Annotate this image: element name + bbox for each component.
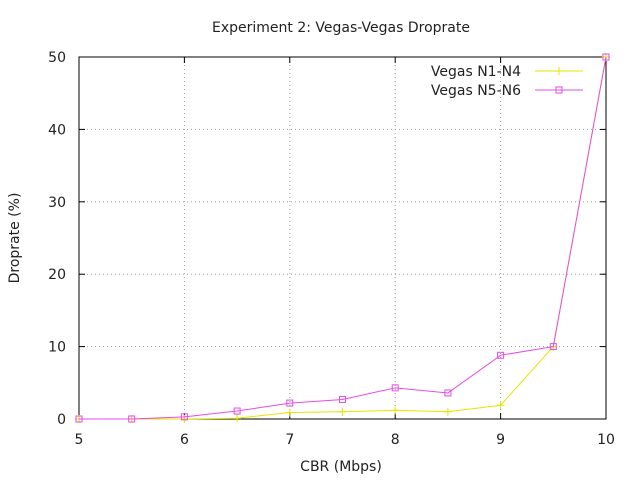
x-tick-label: 10	[597, 432, 615, 448]
data-point	[338, 407, 347, 416]
x-tick-label: 8	[391, 432, 400, 448]
y-tick-label: 40	[48, 122, 66, 138]
data-point	[443, 407, 452, 416]
legend-label: Vegas N1-N4	[431, 64, 521, 80]
data-point	[285, 408, 294, 417]
x-tick-label: 9	[496, 432, 505, 448]
data-point	[391, 384, 399, 392]
legend: Vegas N1-N4 Vegas N5-N6	[431, 64, 583, 99]
data-point	[180, 413, 188, 421]
series-layer	[75, 53, 610, 423]
data-point	[233, 407, 241, 415]
x-tick-label: 7	[285, 432, 294, 448]
data-point	[128, 415, 136, 423]
series-line	[79, 56, 607, 420]
data-point	[496, 401, 505, 410]
chart-title: Experiment 2: Vegas-Vegas Droprate	[212, 20, 470, 36]
data-point	[602, 53, 610, 61]
data-point	[444, 389, 452, 397]
legend-swatch-marker	[555, 67, 563, 75]
legend-swatch-marker	[555, 86, 563, 94]
x-tick-label: 5	[75, 432, 84, 448]
data-point	[391, 406, 400, 415]
y-tick-label: 0	[57, 412, 66, 428]
data-point	[233, 414, 242, 423]
series-line	[79, 56, 607, 420]
y-tick-label: 50	[48, 50, 66, 66]
data-point	[75, 415, 83, 423]
data-point	[549, 343, 557, 351]
plot-frame	[78, 56, 607, 420]
legend-label: Vegas N5-N6	[431, 83, 521, 99]
x-tick-label: 6	[180, 432, 189, 448]
data-point	[286, 399, 294, 407]
series-1	[75, 53, 610, 423]
y-tick-label: 30	[48, 195, 66, 211]
y-tick-label: 20	[48, 267, 66, 283]
series-0	[75, 53, 610, 423]
y-tick-label: 10	[48, 340, 66, 356]
x-axis-label: CBR (Mbps)	[300, 459, 382, 475]
y-axis-label: Droprate (%)	[7, 193, 23, 284]
axis-ticks: 5 6 7 8 9 10 0 10 20 30 40 50	[48, 50, 615, 448]
data-point	[339, 395, 346, 403]
data-point	[497, 351, 505, 359]
grid	[79, 57, 606, 419]
